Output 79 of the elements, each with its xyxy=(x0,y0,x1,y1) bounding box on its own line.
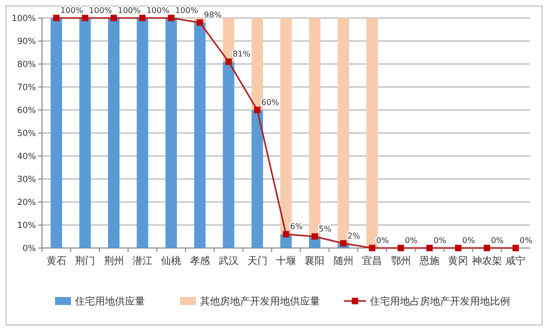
x-tick-label: 恩施 xyxy=(418,255,440,267)
point xyxy=(512,244,519,252)
data-label: 60% xyxy=(261,98,280,107)
legend-label: 其他房地产开发用地供应量 xyxy=(200,296,320,308)
point xyxy=(368,244,376,252)
legend-label: 住宅用地占房地产开发用地比例 xyxy=(370,296,510,308)
x-tick-label: 仙桃 xyxy=(161,255,182,267)
x-tick-label: 武汉 xyxy=(218,255,239,267)
x-tick-label: 荆州 xyxy=(104,255,124,267)
data-label: 0% xyxy=(404,236,418,245)
x-tick-label: 咸宁 xyxy=(506,255,526,267)
y-tick-label: 40% xyxy=(17,152,36,162)
data-label: 100% xyxy=(175,6,198,15)
point xyxy=(484,244,490,252)
bar xyxy=(136,18,148,248)
x-tick-label: 鄂州 xyxy=(390,255,411,267)
point xyxy=(82,14,88,22)
bar xyxy=(108,18,120,248)
bar xyxy=(50,18,62,248)
point xyxy=(454,244,462,252)
data-label: 81% xyxy=(232,50,251,59)
x-tick-label: 宜昌 xyxy=(362,255,382,267)
x-tick-label: 荆门 xyxy=(75,255,96,267)
x-tick-label: 随州 xyxy=(333,255,354,267)
data-label: 0% xyxy=(376,236,390,245)
x-tick-label: 潜江 xyxy=(132,255,152,267)
point xyxy=(225,58,232,65)
bar xyxy=(222,62,234,248)
bar xyxy=(252,110,264,248)
point xyxy=(311,233,318,240)
bar xyxy=(366,18,378,248)
bar xyxy=(194,22,206,248)
bar xyxy=(338,18,350,244)
bar xyxy=(79,18,91,248)
x-tick-label: 襄阳 xyxy=(304,255,325,267)
data-label: 0% xyxy=(462,236,476,245)
point xyxy=(168,14,174,22)
y-tick-label: 60% xyxy=(17,106,36,116)
x-tick-label: 黄石 xyxy=(46,255,66,267)
legend-label: 住宅用地供应量 xyxy=(75,296,145,308)
x-tick-label: 十堰 xyxy=(276,255,296,267)
y-tick-label: 30% xyxy=(17,174,36,185)
point xyxy=(254,106,261,114)
y-tick-label: 0% xyxy=(22,244,36,254)
data-label: 6% xyxy=(290,222,304,232)
data-label: 100% xyxy=(89,6,112,15)
y-tick-label: 100% xyxy=(12,14,36,24)
bar xyxy=(280,18,292,234)
y-tick-label: 20% xyxy=(17,198,36,208)
y-tick-label: 70% xyxy=(17,82,36,93)
point xyxy=(282,230,290,238)
data-label: 0% xyxy=(490,236,504,245)
bar xyxy=(308,18,320,236)
data-label: 100% xyxy=(60,6,84,15)
data-label: 0% xyxy=(434,236,447,245)
bar xyxy=(252,18,264,110)
x-tick-label: 黄冈 xyxy=(448,255,468,267)
x-tick-label: 孝感 xyxy=(190,255,210,267)
x-tick-label: 天门 xyxy=(247,255,268,267)
y-tick-label: 50% xyxy=(17,128,36,139)
y-tick-label: 90% xyxy=(17,36,36,47)
point xyxy=(110,14,118,22)
bar xyxy=(222,18,234,62)
data-label: 0% xyxy=(520,236,533,245)
point xyxy=(398,244,404,252)
point xyxy=(139,14,146,22)
y-tick-label: 10% xyxy=(17,220,36,231)
y-tick-label: 80% xyxy=(17,60,36,70)
point xyxy=(340,240,347,247)
data-label: 98% xyxy=(204,10,222,20)
data-label: 2% xyxy=(347,231,360,240)
point xyxy=(53,14,60,22)
x-tick-label: 神农架 xyxy=(472,255,502,267)
point xyxy=(426,244,433,252)
point xyxy=(196,19,204,26)
bar xyxy=(165,18,177,248)
data-label: 5% xyxy=(318,224,332,234)
data-label: 100% xyxy=(146,6,170,15)
data-label: 100% xyxy=(118,6,142,15)
